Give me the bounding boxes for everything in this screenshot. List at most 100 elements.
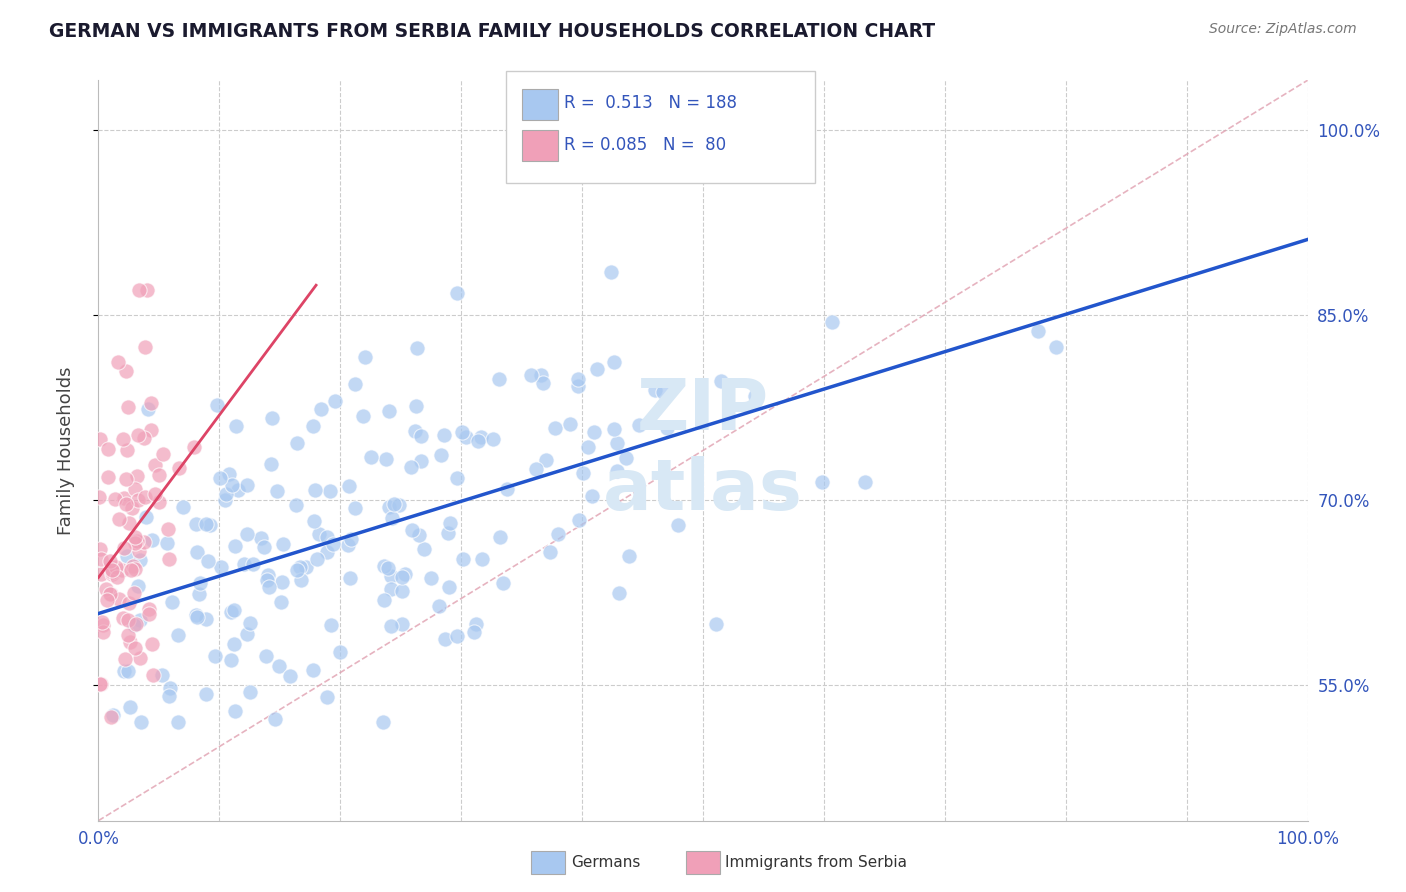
Point: [278, 669, 301, 683]
Point: [391, 617, 413, 632]
Point: [488, 372, 510, 386]
Point: [583, 425, 606, 440]
Point: [127, 579, 149, 593]
Point: [100, 587, 122, 601]
Point: [100, 587, 122, 601]
Point: [117, 400, 139, 414]
Point: [101, 566, 124, 580]
Point: [139, 396, 162, 410]
Point: [581, 490, 603, 504]
Point: [100, 567, 122, 582]
Point: [526, 462, 548, 476]
Point: [222, 603, 245, 617]
Point: [319, 484, 342, 499]
Point: [492, 575, 515, 590]
Point: [187, 586, 209, 600]
Point: [471, 552, 494, 566]
Point: [90, 615, 112, 629]
Point: [273, 537, 295, 551]
Point: [134, 490, 156, 504]
Point: [373, 559, 395, 574]
Point: [128, 283, 150, 297]
Point: [544, 421, 567, 435]
Point: [456, 430, 478, 444]
Point: [214, 492, 236, 507]
Point: [122, 558, 145, 573]
Point: [117, 613, 139, 627]
Point: [437, 525, 460, 540]
Point: [131, 714, 153, 729]
Point: [337, 479, 360, 493]
Point: [111, 563, 134, 577]
Point: [128, 544, 150, 558]
Point: [434, 632, 457, 647]
Point: [156, 535, 179, 549]
Point: [567, 378, 589, 392]
Point: [308, 527, 330, 541]
Point: [290, 574, 312, 588]
Point: [97, 470, 120, 484]
Point: [129, 553, 152, 567]
Point: [218, 467, 240, 482]
Point: [124, 536, 146, 550]
Point: [399, 460, 422, 475]
Point: [744, 389, 766, 403]
Point: [380, 619, 402, 633]
Point: [463, 625, 485, 640]
Point: [572, 466, 595, 480]
Point: [599, 265, 621, 279]
Point: [391, 584, 413, 599]
Point: [115, 443, 138, 458]
Point: [451, 552, 474, 566]
Point: [143, 487, 166, 501]
Point: [118, 634, 141, 648]
Point: [405, 424, 427, 438]
Point: [215, 487, 238, 501]
Point: [305, 552, 328, 566]
Point: [380, 582, 402, 597]
Point: [90, 567, 112, 582]
Point: [219, 605, 242, 619]
Point: [195, 517, 218, 532]
Point: [148, 495, 170, 509]
Point: [104, 492, 127, 507]
Point: [467, 434, 489, 448]
Point: [127, 428, 149, 442]
Point: [666, 517, 689, 532]
Point: [195, 687, 218, 701]
Point: [614, 451, 637, 466]
Point: [529, 368, 551, 383]
Text: ZIP
atlas: ZIP atlas: [603, 376, 803, 524]
Point: [710, 374, 733, 388]
Text: GERMAN VS IMMIGRANTS FROM SERBIA FAMILY HOUSEHOLDS CORRELATION CHART: GERMAN VS IMMIGRANTS FROM SERBIA FAMILY …: [49, 22, 935, 41]
Point: [323, 394, 346, 409]
Point: [221, 477, 243, 491]
Point: [118, 516, 141, 530]
Point: [405, 399, 427, 413]
Point: [195, 612, 218, 626]
Point: [304, 483, 326, 497]
Point: [253, 540, 276, 554]
Point: [585, 362, 607, 376]
Point: [406, 341, 429, 355]
Point: [433, 428, 456, 442]
Point: [446, 629, 468, 643]
Point: [236, 626, 259, 640]
Point: [152, 447, 174, 461]
Point: [470, 430, 492, 444]
Point: [558, 417, 581, 432]
Point: [270, 595, 292, 609]
Point: [302, 515, 325, 529]
Point: [142, 667, 165, 681]
Point: [121, 501, 143, 516]
Point: [222, 637, 245, 651]
Point: [704, 617, 727, 632]
Y-axis label: Family Households: Family Households: [56, 367, 75, 534]
Point: [89, 677, 111, 691]
Point: [538, 544, 561, 558]
Point: [290, 560, 312, 574]
Point: [172, 500, 194, 514]
Point: [90, 677, 112, 691]
Point: [209, 471, 232, 485]
Point: [198, 518, 221, 533]
